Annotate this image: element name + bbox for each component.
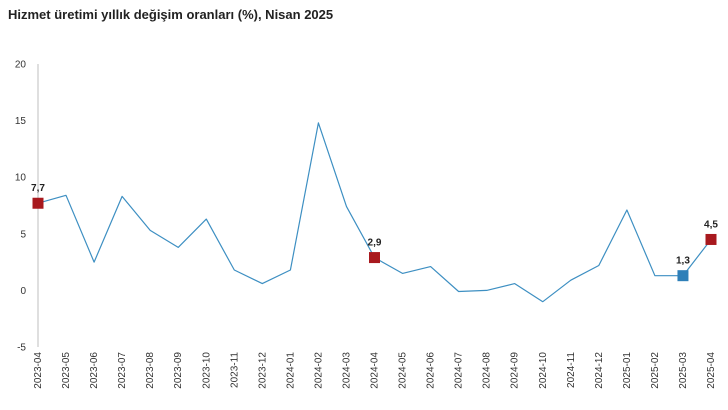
y-tick-labels: 20 15 10 5 0 -5 — [15, 60, 27, 354]
chart-title: Hizmet üretimi yıllık değişim oranları (… — [8, 7, 334, 22]
highlight-marker — [677, 270, 689, 282]
data-label: 4,5 — [704, 219, 718, 230]
x-tick-label: 2025-03 — [678, 352, 689, 389]
x-tick-label: 2024-01 — [285, 352, 296, 389]
series-line — [37, 122, 712, 303]
x-tick-label: 2023-07 — [117, 352, 128, 389]
x-tick-label: 2024-05 — [398, 352, 409, 389]
data-label: 2,9 — [368, 238, 382, 249]
x-tick-label: 2024-11 — [566, 352, 577, 388]
x-tick-label: 2024-08 — [482, 352, 493, 389]
x-tick-labels: 2023-04 2023-05 2023-06 2023-07 2023-08 2023-… — [33, 352, 717, 389]
x-tick-label: 2024-02 — [313, 352, 324, 389]
y-tick-label: 10 — [15, 173, 27, 184]
x-tick-label: 2025-01 — [622, 352, 633, 389]
x-tick-label: 2024-03 — [341, 352, 352, 389]
x-tick-label: 2024-12 — [594, 352, 605, 389]
y-tick-label: 5 — [20, 229, 26, 240]
x-tick-label: 2024-07 — [454, 352, 465, 389]
highlight-marker — [32, 197, 44, 209]
x-tick-label: 2023-10 — [201, 352, 212, 389]
x-tick-label: 2025-04 — [706, 352, 717, 389]
data-labels: 7,7 2,9 1,3 4,5 — [31, 183, 718, 266]
x-tick-label: 2024-06 — [426, 352, 437, 389]
x-tick-label: 2023-11 — [229, 352, 240, 388]
y-tick-label: -5 — [17, 343, 26, 354]
x-tick-label: 2025-02 — [650, 352, 661, 389]
x-tick-label: 2024-10 — [538, 352, 549, 389]
y-tick-label: 0 — [20, 286, 26, 297]
x-tick-label: 2023-08 — [145, 352, 156, 389]
x-tick-label: 2023-06 — [89, 352, 100, 389]
y-tick-label: 15 — [15, 116, 27, 127]
y-tick-label: 20 — [15, 60, 27, 71]
series-line-group — [37, 122, 712, 303]
data-label: 7,7 — [31, 183, 45, 194]
highlight-marker — [369, 252, 380, 264]
x-tick-label: 2024-09 — [510, 352, 521, 389]
x-tick-label: 2024-04 — [370, 352, 381, 389]
data-label: 1,3 — [676, 256, 690, 267]
highlight-markers — [32, 197, 717, 282]
x-tick-label: 2023-04 — [33, 352, 44, 389]
highlight-marker — [705, 233, 717, 245]
x-tick-label: 2023-05 — [61, 352, 72, 389]
x-tick-label: 2023-12 — [257, 352, 268, 389]
x-tick-label: 2023-09 — [173, 352, 184, 389]
